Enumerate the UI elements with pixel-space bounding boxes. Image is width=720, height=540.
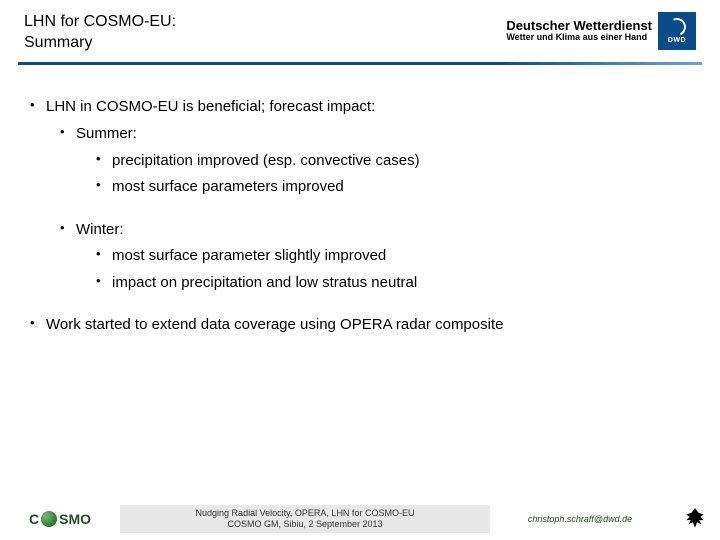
- cosmo-rest: SMO: [59, 511, 91, 527]
- swirl-icon: [665, 15, 688, 38]
- bullet-icon: •: [96, 151, 112, 171]
- footer-line1: Nudging Radial Velocity, OPERA, LHN for …: [196, 508, 415, 519]
- bullet-text: Summer:: [76, 124, 137, 144]
- bullet-text: Work started to extend data coverage usi…: [46, 315, 503, 335]
- dwd-logo-text: Deutscher Wetterdienst Wetter und Klima …: [506, 19, 652, 43]
- logo-line1: Deutscher Wetterdienst: [506, 19, 652, 33]
- bullet-main-2: • Work started to extend data coverage u…: [30, 315, 690, 335]
- globe-icon: [41, 511, 57, 527]
- logo-line2: Wetter und Klima aus einer Hand: [506, 33, 652, 43]
- bullet-summer: • Summer:: [30, 124, 690, 144]
- cosmo-logo: C SMO: [29, 511, 91, 527]
- bullet-text: impact on precipitation and low stratus …: [112, 273, 417, 293]
- bullet-icon: •: [96, 177, 112, 197]
- bullet-winter: • Winter:: [30, 220, 690, 240]
- title-line2: Summary: [24, 33, 176, 54]
- bullet-icon: •: [60, 220, 76, 240]
- slide-header: LHN for COSMO-EU: Summary Deutscher Wett…: [0, 0, 720, 62]
- bullet-text: most surface parameters improved: [112, 177, 344, 197]
- bullet-icon: •: [30, 97, 46, 117]
- footer-center: Nudging Radial Velocity, OPERA, LHN for …: [120, 505, 490, 533]
- dwd-logo-block: Deutscher Wetterdienst Wetter und Klima …: [506, 12, 696, 50]
- bullet-icon: •: [60, 124, 76, 144]
- bullet-icon: •: [96, 273, 112, 293]
- bullet-summer-a: • precipitation improved (esp. convectiv…: [30, 151, 690, 171]
- badge-text: DWD: [668, 37, 686, 44]
- bullet-winter-a: • most surface parameter slightly improv…: [30, 246, 690, 266]
- bullet-text: most surface parameter slightly improved: [112, 246, 386, 266]
- footer-left: C SMO: [0, 511, 120, 527]
- bullet-main-1: • LHN in COSMO-EU is beneficial; forecas…: [30, 97, 690, 117]
- footer-email: christoph.schraff@dwd.de: [490, 514, 670, 524]
- bullet-text: LHN in COSMO-EU is beneficial; forecast …: [46, 97, 375, 117]
- footer-right: [670, 506, 720, 532]
- cosmo-c: C: [29, 511, 39, 527]
- bullet-winter-b: • impact on precipitation and low stratu…: [30, 273, 690, 293]
- bullet-text: Winter:: [76, 220, 124, 240]
- slide-content: • LHN in COSMO-EU is beneficial; forecas…: [0, 65, 720, 335]
- bullet-summer-b: • most surface parameters improved: [30, 177, 690, 197]
- bullet-icon: •: [96, 246, 112, 266]
- slide-title: LHN for COSMO-EU: Summary: [24, 12, 176, 54]
- dwd-badge-icon: DWD: [658, 12, 696, 50]
- footer-line2: COSMO GM, Sibiu, 2 September 2013: [227, 519, 382, 530]
- title-line1: LHN for COSMO-EU:: [24, 12, 176, 33]
- slide-footer: C SMO Nudging Radial Velocity, OPERA, LH…: [0, 498, 720, 540]
- bullet-icon: •: [30, 315, 46, 335]
- bullet-text: precipitation improved (esp. convective …: [112, 151, 420, 171]
- eagle-icon: [682, 506, 708, 532]
